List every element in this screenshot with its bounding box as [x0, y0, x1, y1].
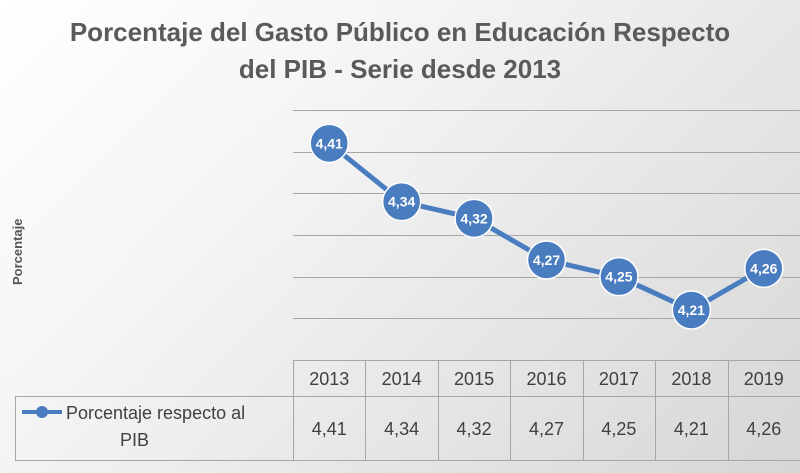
- gridlines: [293, 110, 800, 319]
- data-point-2013: [309, 123, 349, 164]
- table-value-2018: 4,21: [674, 419, 709, 439]
- data-label-2019: 4,26: [750, 260, 777, 276]
- data-label-2017: 4,25: [605, 269, 632, 285]
- data-label-2014: 4,34: [388, 194, 415, 210]
- x-tick-label-2019: 2019: [744, 369, 784, 389]
- data-point-2015: [454, 198, 494, 239]
- series-porcentaje: 4,41 4,34 4,32 4,27 4,25 4,21 4,26: [309, 123, 784, 330]
- data-label-2013: 4,41: [316, 135, 343, 151]
- table-value-2013: 4,41: [312, 419, 347, 439]
- table-value-2019: 4,26: [746, 419, 781, 439]
- x-tick-label-2013: 2013: [309, 369, 349, 389]
- legend-marker: [36, 406, 48, 418]
- x-tick-label-2017: 2017: [599, 369, 639, 389]
- data-point-2014: [381, 181, 422, 222]
- table-value-2015: 4,32: [457, 419, 492, 439]
- data-label-2015: 4,32: [460, 210, 487, 226]
- data-label-2016: 4,27: [533, 252, 560, 268]
- table-value-2016: 4,27: [529, 419, 564, 439]
- x-tick-label-2015: 2015: [454, 369, 494, 389]
- legend-label-line-2: PIB: [120, 430, 149, 450]
- x-tick-label-2014: 2014: [382, 369, 422, 389]
- legend-label-line-1: Porcentaje respecto al: [66, 403, 245, 423]
- chart-title: Porcentaje del Gasto Público en Educació…: [40, 14, 760, 88]
- data-point-2017: [599, 256, 639, 297]
- chart-title-line-2: del PIB - Serie desde 2013: [238, 54, 562, 84]
- data-label-2018: 4,21: [678, 302, 705, 318]
- chart-title-line-1: Porcentaje del Gasto Público en Educació…: [69, 17, 731, 47]
- series-line: [327, 141, 766, 313]
- table-value-2014: 4,34: [384, 419, 419, 439]
- data-point-2018: [671, 290, 712, 330]
- data-table: 2013 4,41 2014 4,34 2015 4,32 2016 4,27 2017 4,25…: [15, 360, 800, 461]
- x-tick-label-2018: 2018: [671, 369, 711, 389]
- data-point-2019: [744, 248, 784, 289]
- data-point-2016: [526, 240, 567, 280]
- table-value-2017: 4,25: [601, 419, 636, 439]
- x-tick-label-2016: 2016: [526, 369, 566, 389]
